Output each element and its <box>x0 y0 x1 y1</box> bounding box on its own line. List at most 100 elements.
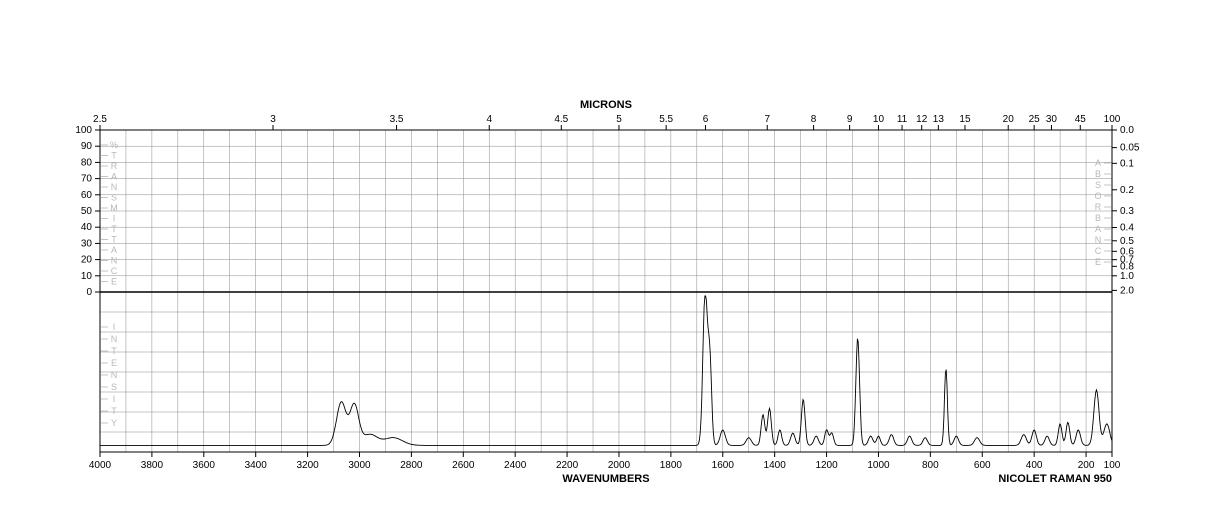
transmittance-letter: A <box>111 245 117 255</box>
spectrum-chart-container: 2.533.544.555.56789101112131520253045100… <box>0 0 1224 528</box>
transmittance-letter: C <box>111 266 118 276</box>
top-tick-label: 45 <box>1075 114 1087 125</box>
bottom-tick-label: 2400 <box>504 460 527 471</box>
intensity-letter: E <box>111 358 117 368</box>
intensity-letter: N <box>111 370 118 380</box>
top-tick-label: 30 <box>1046 114 1058 125</box>
top-tick-label: 10 <box>873 114 885 125</box>
bottom-tick-label: 2200 <box>556 460 579 471</box>
instrument-label: NICOLET RAMAN 950 <box>998 473 1112 485</box>
bottom-tick-label: 3400 <box>245 460 268 471</box>
top-tick-label: 9 <box>847 114 853 125</box>
absorbance-letter: A <box>1095 224 1101 234</box>
transmittance-letter: A <box>111 172 117 182</box>
top-tick-label: 12 <box>916 114 928 125</box>
top-tick-label: 5 <box>616 114 622 125</box>
bottom-tick-label: 100 <box>1104 460 1121 471</box>
left-tick-label: 70 <box>81 174 93 185</box>
left-tick-label: 100 <box>75 125 92 136</box>
bottom-tick-label: 600 <box>974 460 991 471</box>
transmittance-letter: I <box>113 214 116 224</box>
absorbance-letter: B <box>1095 169 1101 179</box>
top-tick-label: 6 <box>703 114 709 125</box>
bottom-tick-label: 400 <box>1026 460 1043 471</box>
right-tick-label: 0.4 <box>1120 223 1134 234</box>
top-tick-label: 11 <box>897 114 908 125</box>
bottom-tick-label: 3600 <box>193 460 216 471</box>
absorbance-letter: O <box>1094 191 1101 201</box>
top-tick-label: 8 <box>811 114 817 125</box>
bottom-tick-label: 2000 <box>608 460 631 471</box>
top-tick-label: 25 <box>1029 114 1041 125</box>
left-tick-label: 40 <box>81 222 93 233</box>
top-tick-label: 4.5 <box>554 114 568 125</box>
bottom-tick-label: 3000 <box>348 460 371 471</box>
intensity-letter: T <box>111 346 117 356</box>
transmittance-letter: N <box>111 182 118 192</box>
absorbance-letter: R <box>1095 202 1102 212</box>
absorbance-letter: N <box>1095 235 1102 245</box>
transmittance-letter: T <box>111 151 117 161</box>
absorbance-letter: E <box>1095 257 1101 267</box>
top-tick-label: 100 <box>1104 114 1121 125</box>
right-tick-label: 0.3 <box>1120 206 1134 217</box>
bottom-tick-label: 3200 <box>296 460 319 471</box>
right-tick-label: 2.0 <box>1120 285 1134 296</box>
top-tick-label: 3 <box>270 114 276 125</box>
transmittance-letter: T <box>111 235 117 245</box>
top-tick-label: 5.5 <box>659 114 673 125</box>
left-tick-label: 30 <box>81 238 93 249</box>
bottom-tick-label: 1400 <box>764 460 787 471</box>
intensity-letter: Y <box>111 418 117 428</box>
left-tick-label: 10 <box>81 271 93 282</box>
bottom-tick-label: 4000 <box>89 460 112 471</box>
spectrum-chart: 2.533.544.555.56789101112131520253045100… <box>0 0 1224 528</box>
transmittance-letter: E <box>111 277 117 287</box>
top-tick-label: 4 <box>486 114 492 125</box>
bottom-tick-label: 800 <box>922 460 939 471</box>
left-tick-label: 60 <box>81 190 93 201</box>
bottom-tick-label: 200 <box>1078 460 1095 471</box>
transmittance-letter: M <box>110 203 118 213</box>
absorbance-letter: B <box>1095 213 1101 223</box>
bottom-tick-label: 1000 <box>867 460 890 471</box>
top-tick-label: 2.5 <box>93 114 107 125</box>
left-tick-label: 80 <box>81 157 93 168</box>
bottom-tick-label: 3800 <box>141 460 164 471</box>
bottom-tick-label: 1600 <box>712 460 735 471</box>
left-tick-label: 90 <box>81 141 93 152</box>
right-tick-label: 1.0 <box>1120 271 1134 282</box>
right-tick-label: 0.05 <box>1120 143 1140 154</box>
transmittance-letter: % <box>110 140 118 150</box>
transmittance-letter: S <box>111 193 117 203</box>
intensity-letter: I <box>113 394 116 404</box>
bottom-tick-label: 1200 <box>815 460 838 471</box>
right-tick-label: 0.0 <box>1120 125 1134 136</box>
top-tick-label: 3.5 <box>390 114 404 125</box>
bottom-tick-label: 2800 <box>400 460 423 471</box>
bottom-tick-label: 2600 <box>452 460 475 471</box>
intensity-letter: S <box>111 382 117 392</box>
top-tick-label: 20 <box>1003 114 1015 125</box>
left-tick-label: 20 <box>81 255 93 266</box>
transmittance-letter: T <box>111 224 117 234</box>
right-tick-label: 0.1 <box>1120 158 1134 169</box>
right-tick-label: 0.2 <box>1120 185 1134 196</box>
absorbance-letter: S <box>1095 180 1101 190</box>
absorbance-letter: C <box>1095 246 1102 256</box>
transmittance-letter: R <box>111 161 118 171</box>
transmittance-letter: N <box>111 256 118 266</box>
absorbance-letter: A <box>1095 158 1101 168</box>
top-tick-label: 15 <box>959 114 971 125</box>
top-tick-label: 7 <box>764 114 770 125</box>
left-tick-label: 0 <box>86 287 92 298</box>
bottom-tick-label: 1800 <box>660 460 683 471</box>
intensity-letter: I <box>113 322 116 332</box>
right-tick-label: 0.5 <box>1120 236 1134 247</box>
left-tick-label: 50 <box>81 206 93 217</box>
intensity-letter: N <box>111 334 118 344</box>
top-axis-title: MICRONS <box>580 99 632 111</box>
bottom-axis-title: WAVENUMBERS <box>562 473 649 485</box>
intensity-letter: T <box>111 406 117 416</box>
top-tick-label: 13 <box>933 114 945 125</box>
